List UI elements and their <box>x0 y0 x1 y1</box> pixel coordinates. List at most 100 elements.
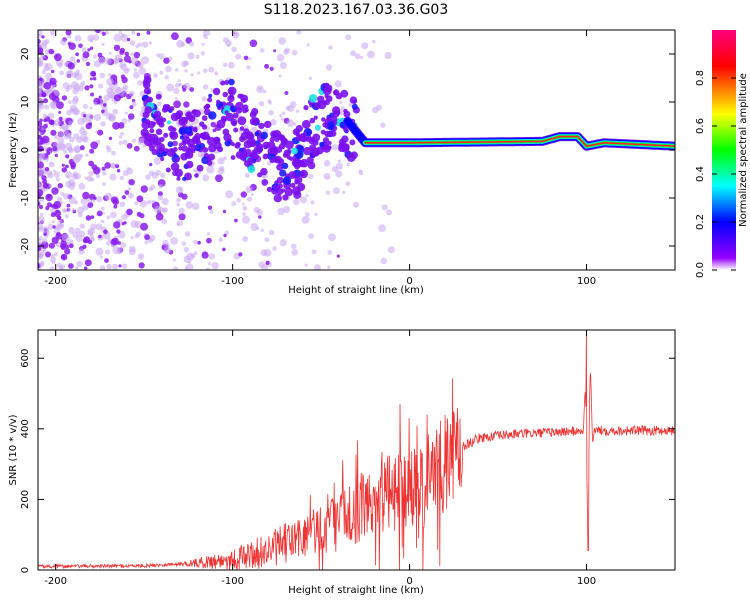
spectrogram-speckle <box>89 38 94 43</box>
spectrogram-speckle <box>137 62 144 69</box>
spectrogram-band-blob <box>264 120 272 129</box>
spectrogram-speckle <box>82 103 89 109</box>
spectrogram-band-blob <box>222 91 229 98</box>
spectrogram-band-blob <box>282 194 289 201</box>
spectrogram-speckle <box>153 157 162 165</box>
spectrogram-speckle <box>264 237 270 243</box>
spectrogram-speckle <box>49 266 55 270</box>
spectrogram-speckle <box>106 78 114 86</box>
spectrogram-speckle <box>119 49 125 55</box>
spectrogram-speckle <box>200 51 205 56</box>
spectrogram-band-blob <box>174 157 180 163</box>
spectrogram-speckle <box>51 220 55 224</box>
spectrogram-speckle <box>104 162 111 169</box>
spectrogram-speckle <box>84 85 90 91</box>
spectrogram-band-blob <box>313 115 318 120</box>
spectrogram-speckle <box>206 232 211 236</box>
spectrogram-speckle <box>46 194 52 199</box>
spectrogram-speckle <box>112 121 120 130</box>
spectrogram-speckle <box>308 233 314 240</box>
spectrogram-speckle <box>286 119 295 127</box>
spectrogram-band-blob <box>290 182 296 188</box>
spectrogram-speckle <box>97 129 104 136</box>
spectrogram-speckle <box>123 68 129 74</box>
spectrogram-speckle <box>137 137 145 146</box>
spectrogram-speckle <box>118 264 122 268</box>
spectrogram-band-blob <box>237 93 243 99</box>
spectrogram-band-blob <box>319 141 325 148</box>
spectrogram-speckle <box>87 199 92 204</box>
spectrogram-speckle <box>89 77 93 81</box>
spectrogram-band-blob <box>322 121 329 128</box>
spectrogram-band-blob <box>270 147 275 152</box>
spectrogram-speckle <box>58 143 66 151</box>
spectrogram-speckle <box>45 63 53 71</box>
spectrogram-speckle <box>242 236 249 242</box>
spectrogram-speckle <box>282 205 291 214</box>
spectrogram-speckle <box>345 34 352 41</box>
spectrogram-speckle <box>301 215 310 224</box>
spectrogram-speckle <box>154 206 162 214</box>
spectrogram-band-blob <box>160 156 165 162</box>
spectrogram-speckle <box>90 92 95 97</box>
spectrogram-band-blob <box>172 147 178 152</box>
spectrogram-speckle <box>231 46 237 52</box>
spectrogram-x-tick-label: 0 <box>406 276 412 287</box>
spectrogram-speckle <box>193 251 198 256</box>
spectrogram-speckle <box>41 127 45 131</box>
spectrogram-speckle <box>41 92 47 98</box>
spectrogram-speckle <box>88 122 92 126</box>
spectrogram-speckle <box>53 134 59 140</box>
spectrogram-speckle <box>130 236 134 240</box>
spectrogram-band-blob <box>314 124 321 131</box>
spectrogram-speckle <box>43 123 48 129</box>
spectrogram-speckle <box>102 182 106 186</box>
spectrogram-band-blob <box>260 167 268 176</box>
spectrogram-speckle <box>135 231 141 237</box>
spectrogram-speckle <box>95 247 104 256</box>
spectrogram-speckle <box>42 179 48 185</box>
spectrogram-band-blob <box>201 115 208 121</box>
spectrogram-speckle <box>51 236 59 244</box>
spectrogram-speckle <box>41 135 50 144</box>
figure-title: S118.2023.167.03.36.G03 <box>264 2 449 18</box>
spectrogram-speckle <box>44 167 50 172</box>
spectrogram-speckle <box>90 141 99 150</box>
spectrogram-speckle <box>98 234 102 239</box>
spectrogram-speckle <box>72 155 81 164</box>
spectrogram-band-blob <box>297 183 306 191</box>
spectrogram-band-blob <box>322 137 330 144</box>
spectrogram-speckle <box>73 71 80 77</box>
spectrogram-band-blob <box>227 86 237 96</box>
spectrogram-speckle <box>160 172 166 178</box>
spectrogram-speckle <box>328 233 336 242</box>
spectrogram-speckle <box>65 30 72 36</box>
spectrogram-speckle <box>150 184 156 190</box>
spectrogram-speckle <box>120 242 127 248</box>
spectrogram-band-blob <box>285 140 294 150</box>
spectrogram-band-blob <box>239 126 245 131</box>
spectrogram-speckle <box>189 41 195 47</box>
spectrogram-speckle <box>40 152 45 158</box>
spectrogram-x-label: Height of straight line (km) <box>288 285 424 296</box>
spectrogram-speckle <box>47 172 54 179</box>
spectrogram-band-blob <box>262 153 269 160</box>
spectrogram-band-blob <box>324 84 333 93</box>
spectrogram-band-blob <box>155 128 163 136</box>
spectrogram-speckle <box>141 56 150 65</box>
spectrogram-speckle <box>85 215 92 221</box>
spectrogram-speckle <box>132 71 140 79</box>
spectrogram-speckle <box>68 147 74 154</box>
spectrogram-speckle <box>38 138 41 143</box>
spectrogram-speckle <box>228 61 235 69</box>
spectrogram-speckle <box>127 187 132 191</box>
spectrogram-speckle <box>381 204 388 211</box>
spectrogram-frame <box>37 29 676 271</box>
spectrogram-speckle <box>89 148 95 154</box>
spectrogram-speckle <box>238 252 243 257</box>
spectrogram-speckle <box>183 82 191 90</box>
spectrogram-speckle <box>118 135 123 139</box>
spectrogram-speckle <box>148 41 153 45</box>
spectrogram-speckle <box>77 212 83 218</box>
spectrogram-speckle <box>38 168 42 172</box>
